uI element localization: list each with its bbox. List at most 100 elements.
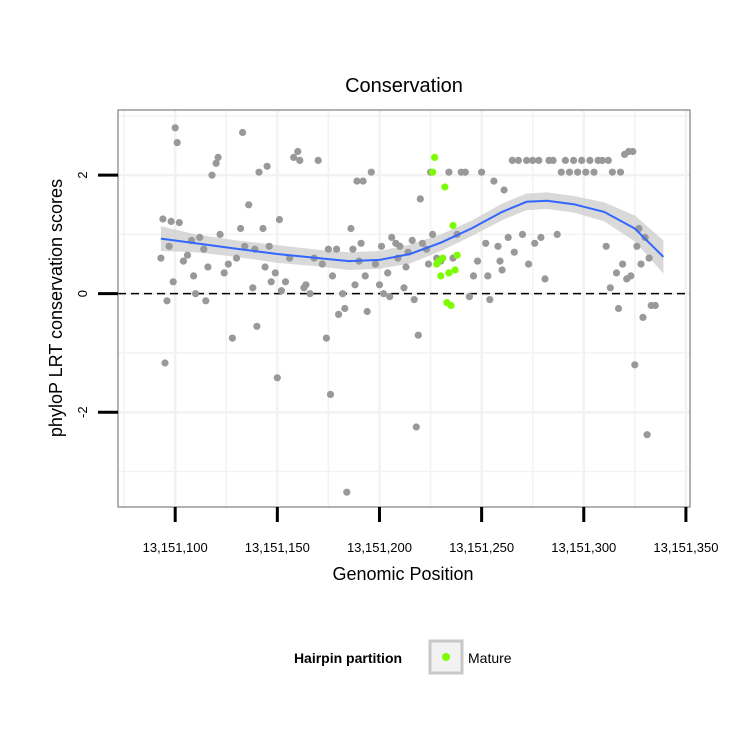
data-point [359, 177, 367, 185]
legend: Hairpin partition Mature [294, 639, 512, 675]
data-point [220, 269, 228, 277]
data-point [529, 156, 537, 164]
data-point [498, 266, 506, 274]
data-point [380, 290, 388, 298]
mature-point [439, 254, 447, 262]
data-point [204, 263, 212, 271]
data-point [361, 272, 369, 280]
data-point [357, 239, 365, 247]
data-point [525, 260, 533, 268]
data-point [561, 156, 570, 164]
data-point [574, 168, 582, 176]
data-point [402, 263, 410, 271]
data-point [578, 156, 586, 164]
smooth-line [160, 199, 665, 263]
data-point [273, 374, 281, 382]
data-point [173, 139, 181, 147]
data-point [302, 281, 310, 289]
data-point [179, 257, 187, 265]
data-point [296, 156, 304, 164]
data-point [190, 272, 198, 280]
data-point [339, 290, 347, 298]
mature-point [447, 301, 455, 310]
data-point [169, 278, 177, 286]
x-tick-label: 13,151,300 [551, 540, 616, 555]
x-axis: 13,151,100 13,151,150 13,151,200 13,151,250… [143, 507, 718, 555]
data-point [537, 233, 545, 241]
x-tick-label: 13,151,150 [245, 540, 310, 555]
data-point [363, 307, 371, 316]
data-point [570, 156, 578, 164]
data-point [232, 254, 241, 262]
data-point [171, 124, 179, 132]
chart-title: Conservation [345, 75, 463, 97]
data-point [196, 233, 204, 241]
data-point [612, 269, 621, 277]
data-point [237, 224, 245, 233]
data-point [557, 168, 565, 176]
data-point [469, 272, 478, 280]
data-point [371, 260, 379, 268]
data-point [608, 168, 617, 176]
data-point [157, 254, 165, 262]
mature-point [431, 153, 439, 161]
data-point [259, 224, 267, 233]
data-point [514, 156, 523, 164]
x-tick-label: 13,151,250 [449, 540, 514, 555]
mature-point [441, 183, 449, 191]
data-point [212, 159, 220, 167]
data-point [214, 153, 222, 161]
data-point [606, 284, 614, 292]
data-point [414, 331, 422, 339]
data-point [255, 168, 263, 176]
data-point [400, 284, 408, 292]
data-point [482, 239, 490, 247]
data-point [275, 216, 283, 224]
data-point [616, 168, 625, 176]
data-point [249, 284, 257, 292]
data-point [253, 322, 261, 330]
data-point [490, 177, 498, 185]
data-point [343, 488, 351, 496]
y-axis-label: phyloP LRT conservation scores [46, 179, 66, 437]
data-point [161, 359, 169, 367]
data-point [386, 293, 394, 301]
data-point [631, 361, 639, 369]
confidence-ribbon [160, 192, 664, 274]
data-point [384, 269, 392, 277]
data-point [208, 171, 216, 179]
data-point [163, 297, 171, 305]
mature-point [451, 266, 459, 274]
data-point [473, 257, 482, 265]
data-point [239, 128, 247, 137]
data-point [465, 293, 473, 301]
data-point [322, 334, 330, 342]
data-point [351, 281, 359, 289]
data-point [565, 168, 574, 176]
data-point [504, 233, 512, 241]
data-point [429, 230, 437, 238]
data-point [643, 431, 651, 439]
confidence-ribbon-layer [160, 192, 664, 274]
data-point [353, 177, 361, 185]
data-point [629, 147, 637, 156]
data-point [518, 230, 527, 238]
data-point [335, 310, 343, 318]
data-point [549, 156, 557, 164]
data-point [224, 260, 232, 268]
data-point [484, 272, 492, 280]
data-point [478, 168, 486, 176]
data-point [167, 217, 175, 225]
data-point [396, 242, 404, 250]
legend-entry-mature: Mature [468, 650, 512, 666]
data-point [326, 390, 335, 398]
data-point [645, 254, 653, 262]
data-point [347, 224, 355, 233]
data-point [267, 278, 275, 286]
data-point [486, 296, 494, 304]
data-point [228, 334, 236, 342]
data-point [639, 313, 647, 321]
data-point [159, 215, 167, 223]
x-tick-label: 13,151,350 [653, 540, 718, 555]
